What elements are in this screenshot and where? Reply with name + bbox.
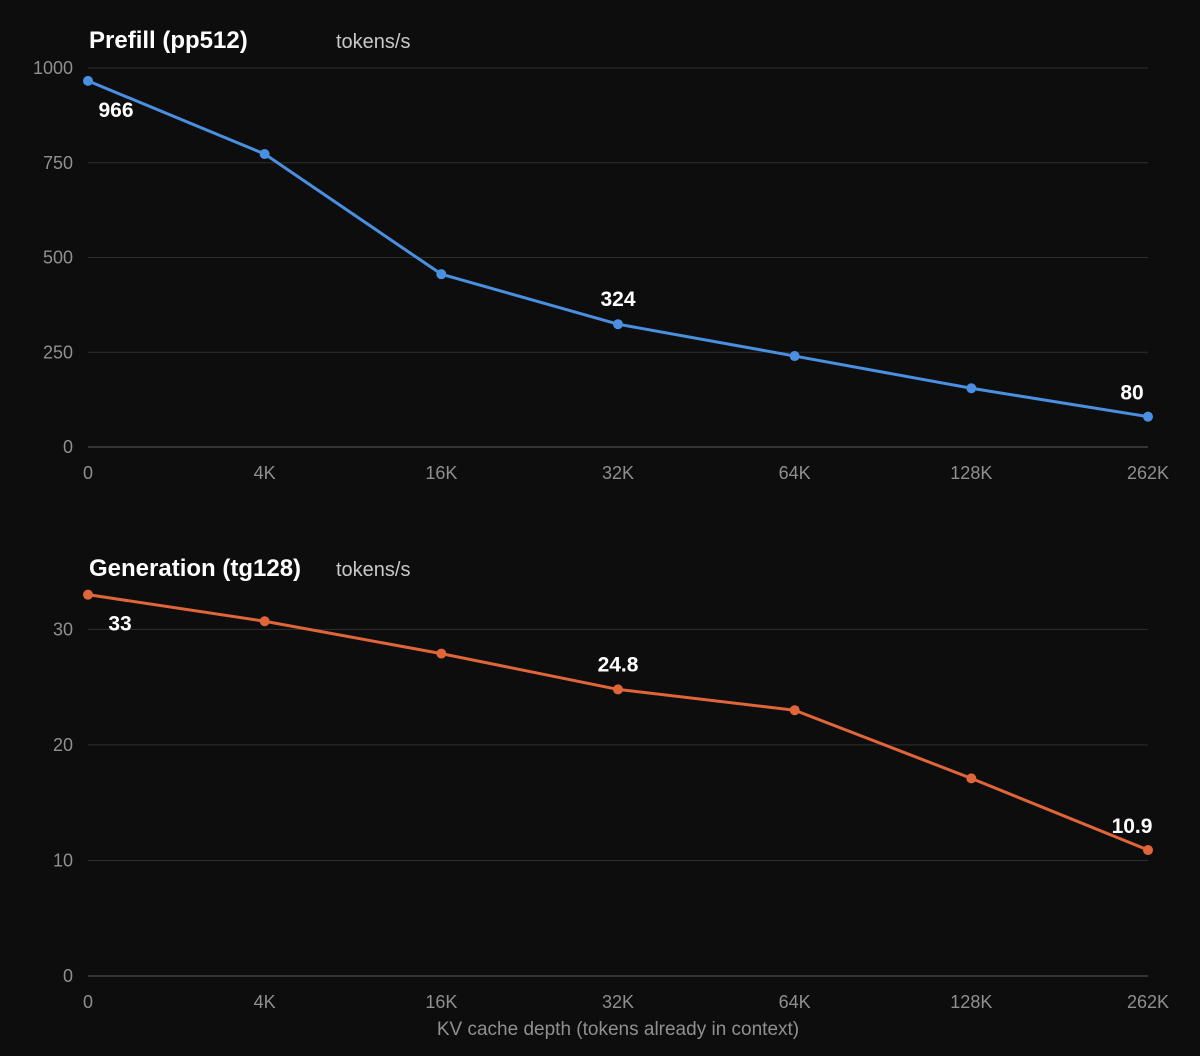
prefill-data-label: 966 — [98, 99, 133, 122]
prefill-data-point — [789, 351, 800, 362]
generation-xtick-label: 262K — [1127, 992, 1169, 1012]
generation-data-point — [1143, 845, 1153, 856]
prefill-xtick-label: 32K — [602, 463, 634, 483]
prefill-data-point — [83, 75, 93, 86]
generation-data-point — [966, 773, 977, 784]
generation-data-point — [613, 684, 623, 695]
generation-xtick-label: 0 — [83, 992, 93, 1012]
generation-data-label: 24.8 — [598, 653, 639, 676]
generation-ytick-label: 0 — [63, 966, 73, 986]
generation-ytick-label: 20 — [53, 735, 73, 755]
prefill-xtick-label: 64K — [779, 463, 811, 483]
generation-ytick-label: 30 — [53, 619, 73, 639]
generation-data-point — [789, 705, 800, 716]
prefill-xtick-label: 0 — [83, 463, 93, 483]
prefill-ytick-label: 250 — [43, 342, 73, 362]
prefill-xtick-label: 128K — [950, 463, 992, 483]
prefill-xtick-label: 262K — [1127, 463, 1169, 483]
generation-series-line — [87, 593, 1149, 852]
prefill-chart-unit: tokens/s — [336, 31, 410, 53]
generation-data-label: 10.9 — [1112, 815, 1153, 838]
generation-xtick-label: 128K — [950, 992, 992, 1012]
generation-chart-title: Generation (tg128) — [89, 555, 301, 582]
prefill-data-point — [966, 383, 977, 394]
generation-data-point — [259, 616, 270, 627]
prefill-ytick-label: 0 — [63, 437, 73, 457]
generation-data-label: 33 — [108, 613, 131, 636]
prefill-chart: Prefill (pp512) tokens/s 0 250 500 750 1000 0… — [33, 27, 1169, 483]
prefill-data-label: 324 — [600, 288, 635, 311]
prefill-chart-title: Prefill (pp512) — [89, 27, 248, 54]
prefill-data-point — [1143, 411, 1153, 422]
generation-data-point — [83, 589, 93, 600]
generation-xtick-label: 32K — [602, 992, 634, 1012]
generation-xtick-label: 64K — [779, 992, 811, 1012]
prefill-data-point — [613, 319, 623, 330]
generation-ytick-label: 10 — [53, 850, 73, 870]
prefill-ytick-label: 1000 — [33, 58, 73, 78]
generation-chart-xlabel: KV cache depth (tokens already in contex… — [437, 1019, 799, 1040]
generation-data-point — [436, 648, 447, 659]
generation-xtick-label: 4K — [254, 992, 276, 1012]
generation-xtick-label: 16K — [425, 992, 457, 1012]
prefill-data-point — [436, 269, 447, 280]
prefill-data-point — [259, 149, 270, 160]
prefill-xtick-label: 16K — [425, 463, 457, 483]
generation-chart: Generation (tg128) tokens/s KV cache dep… — [53, 555, 1169, 1040]
prefill-data-label: 80 — [1120, 382, 1143, 405]
generation-chart-unit: tokens/s — [336, 559, 410, 581]
prefill-series-line — [87, 79, 1149, 419]
prefill-ytick-label: 750 — [43, 153, 73, 173]
prefill-xtick-label: 4K — [254, 463, 276, 483]
prefill-ytick-label: 500 — [43, 248, 73, 268]
